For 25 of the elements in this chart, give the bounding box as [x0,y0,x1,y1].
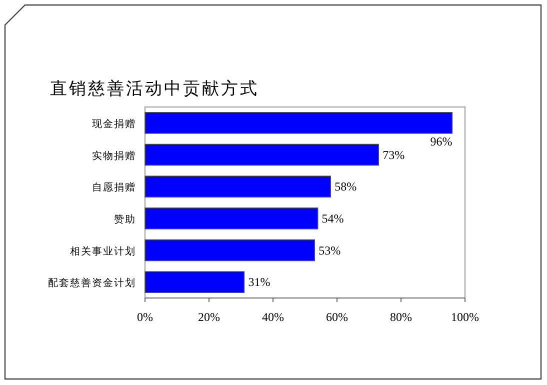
y-tick-label: 自愿捐赠 [92,182,136,194]
x-tick-label: 100% [451,310,479,324]
bar [144,144,379,166]
y-tick-label: 配套慈善资金计划 [48,277,136,290]
y-tick-label: 实物捐赠 [92,150,136,162]
y-tick-label: 赞助 [114,213,136,226]
x-tick-label: 20% [198,310,220,324]
y-tick-label: 相关事业计划 [70,245,136,258]
chart-title: 直销慈善活动中贡献方式 [50,79,259,99]
x-tick-label: 0% [137,310,153,324]
x-tick-label: 60% [326,310,348,324]
data-label: 96% [430,134,452,148]
bar [144,271,245,293]
bar [144,208,318,230]
data-label: 73% [382,148,405,162]
x-tick-label: 40% [262,310,284,324]
data-label: 58% [334,180,357,194]
data-label: 31% [248,275,270,290]
data-label: 53% [318,243,341,258]
y-tick-label: 现金捐赠 [92,118,136,130]
bar [144,112,453,134]
x-tick-label: 80% [390,310,412,324]
bar [144,239,315,262]
bar [144,176,331,198]
data-label: 54% [322,211,344,226]
